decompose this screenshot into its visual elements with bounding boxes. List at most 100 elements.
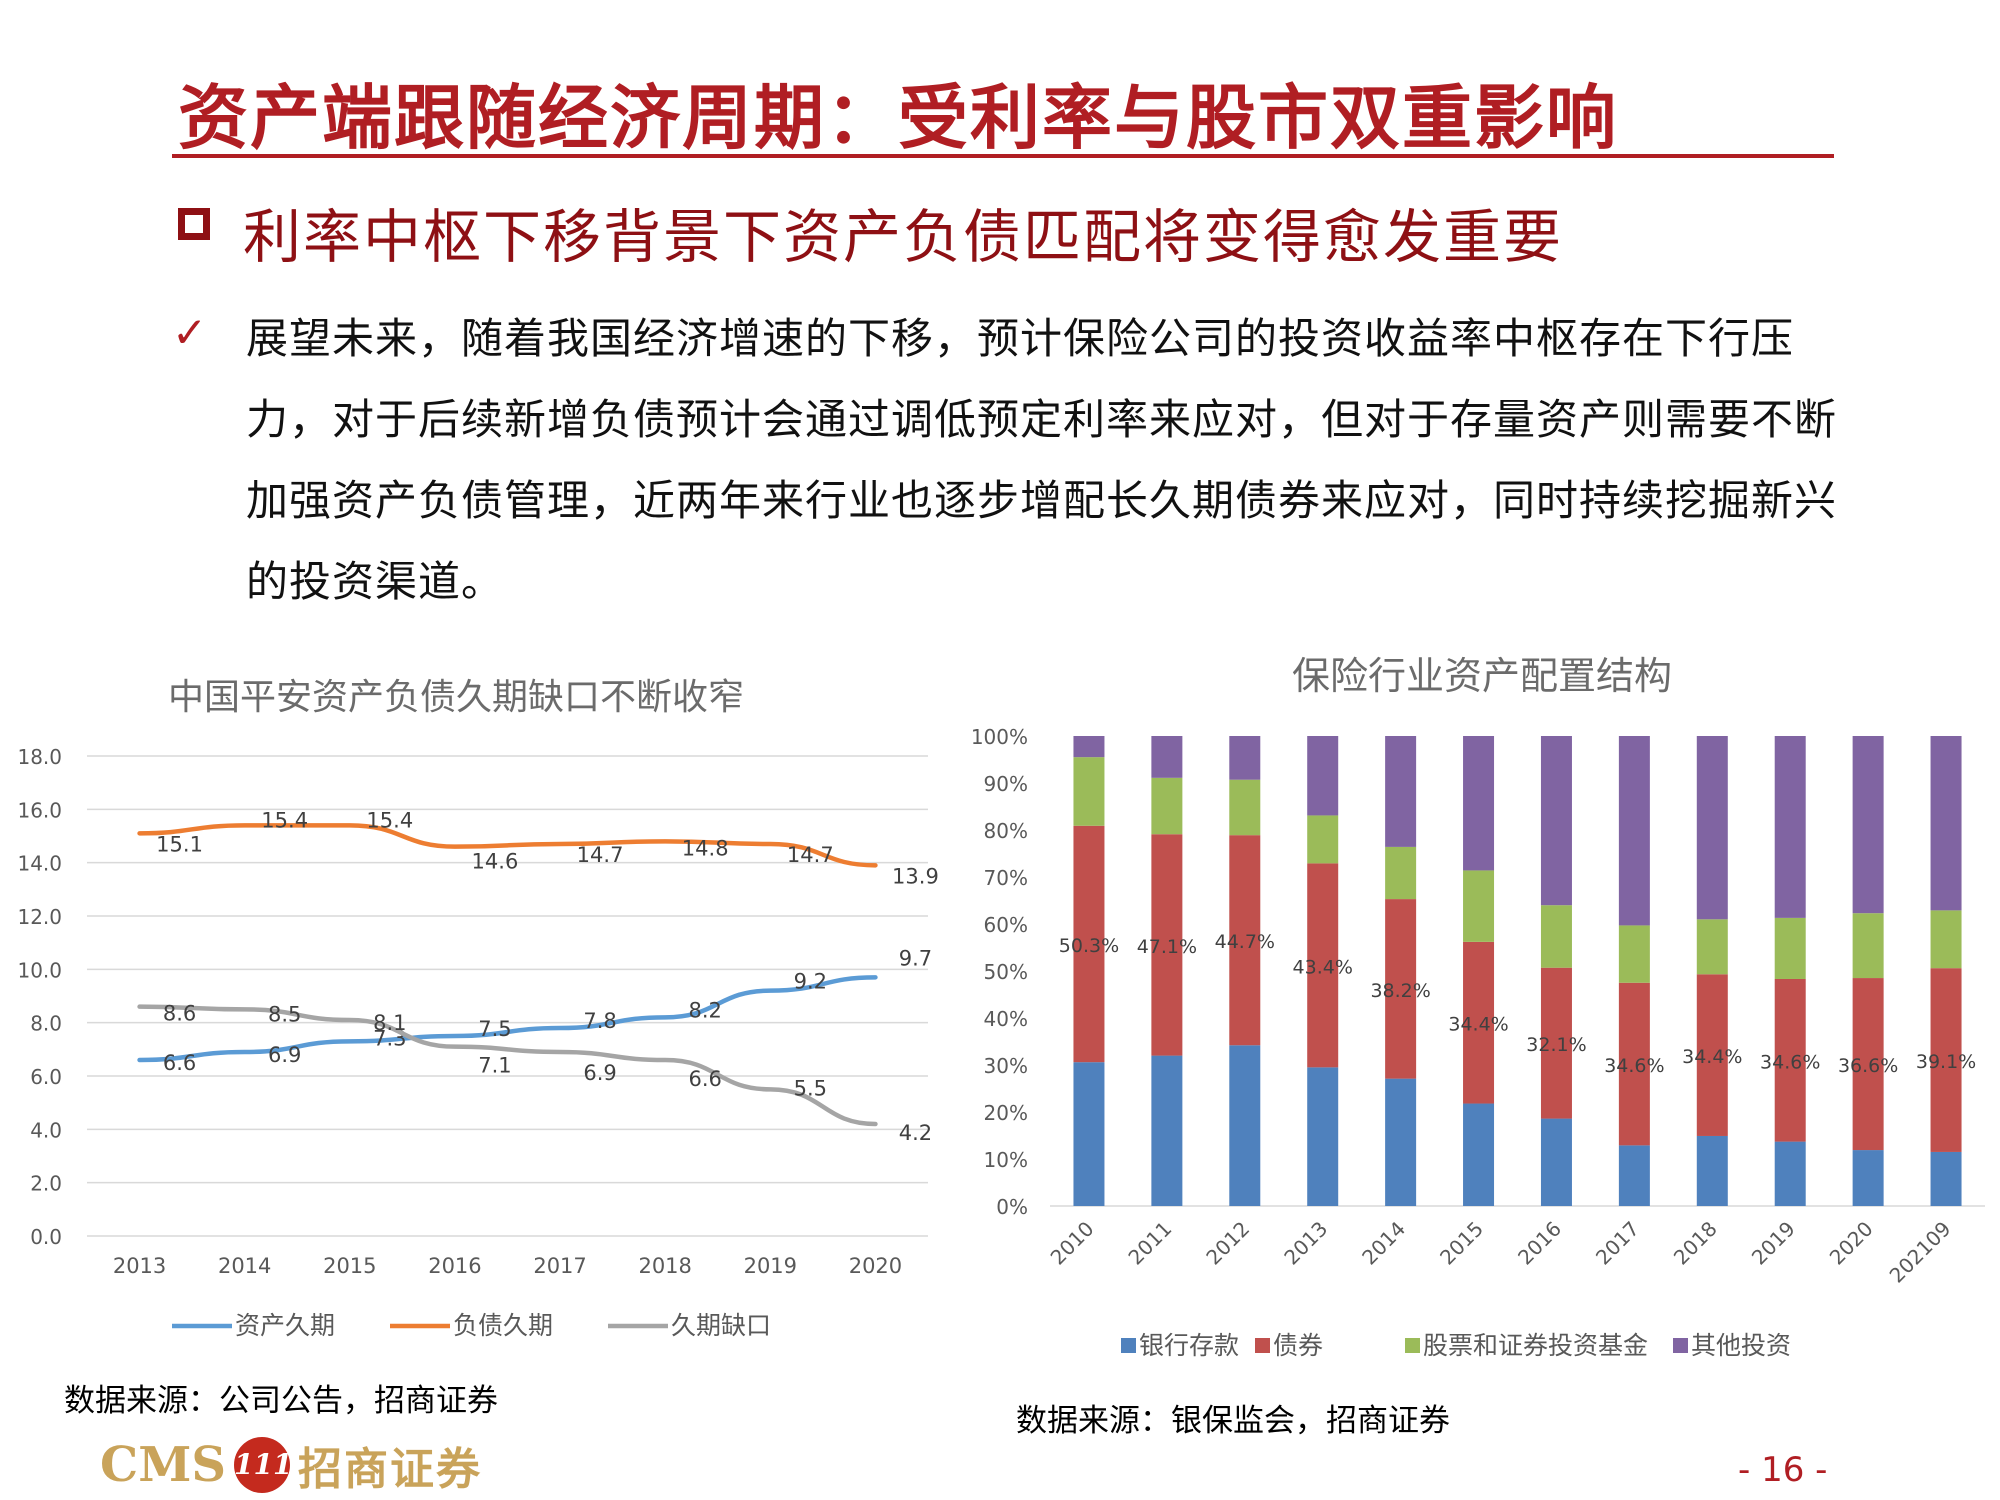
x-tick-label: 2014 (218, 1254, 271, 1278)
legend-item-债券: 债券 (1255, 1331, 1323, 1360)
x-tick-label: 2017 (533, 1254, 586, 1278)
data-label: 50.3% (1059, 935, 1119, 957)
y-tick-label: 14.0 (17, 852, 62, 876)
bar-segment-银行存款 (1540, 1118, 1572, 1206)
bar-segment-债券 (1852, 978, 1884, 1151)
legend-item-股票和证券投资基金: 股票和证券投资基金 (1405, 1331, 1648, 1360)
bar-segment-银行存款 (1852, 1150, 1884, 1206)
body-paragraph: 展望未来，随着我国经济增速的下移，预计保险公司的投资收益率中枢存在下行压力，对于… (246, 314, 1838, 606)
bar-segment-其他投资 (1151, 736, 1183, 778)
series-line-久期缺口 (137, 1004, 878, 1127)
right-data-source: 数据来源：银保监会，招商证券 (1016, 1403, 1450, 1439)
bar-segment-其他投资 (1229, 736, 1261, 780)
bar-segment-其他投资 (1073, 736, 1105, 758)
x-tick-label: 2013 (1279, 1217, 1332, 1270)
bar-segment-银行存款 (1385, 1078, 1417, 1206)
x-tick-label: 2012 (1201, 1217, 1254, 1270)
asset-allocation-stacked-bar-chart: 0% 10% 20% 30% 40% 50% 60% 70% 80% 90% 100% 50.3% 20… (971, 725, 1985, 1360)
bar-segment-债券 (1307, 863, 1339, 1068)
data-label: 6.6 (163, 1051, 196, 1075)
y-tick-label: 18.0 (17, 745, 62, 769)
data-label: 14.8 (682, 836, 729, 860)
x-tick-label: 2020 (1825, 1217, 1878, 1270)
x-tick-label: 2013 (113, 1254, 166, 1278)
x-tick-label: 2010 (1046, 1217, 1099, 1270)
data-label: 8.1 (373, 1011, 406, 1035)
series-line-负债久期 (137, 823, 878, 868)
y-tick-label: 2.0 (30, 1172, 62, 1196)
legend-swatch (1673, 1338, 1688, 1353)
legend-label: 债券 (1273, 1331, 1323, 1360)
bar-segment-股票和证券投资基金 (1618, 925, 1650, 983)
bar-segment-银行存款 (1696, 1135, 1728, 1206)
data-label: 14.6 (472, 850, 519, 874)
legend-swatch (1255, 1338, 1270, 1353)
bar-segment-股票和证券投资基金 (1073, 757, 1105, 826)
bar-segment-银行存款 (1774, 1141, 1806, 1206)
bar-segment-股票和证券投资基金 (1852, 913, 1884, 979)
bar-segment-债券 (1618, 982, 1650, 1146)
logo-mark-icon: 111 (234, 1437, 292, 1493)
y-tick-label: 8.0 (30, 1012, 62, 1036)
data-label: 43.4% (1293, 956, 1353, 978)
legend-swatch (1121, 1338, 1136, 1353)
data-label: 14.7 (577, 843, 624, 867)
x-tick-label: 2017 (1591, 1217, 1644, 1270)
x-tick-label: 2020 (849, 1254, 902, 1278)
checkmark-icon: ✓ (172, 308, 208, 357)
x-tick-label: 2014 (1357, 1217, 1410, 1270)
data-label: 34.4% (1448, 1014, 1508, 1036)
bar-segment-股票和证券投资基金 (1229, 779, 1261, 836)
data-label: 8.2 (688, 998, 721, 1022)
y-tick-label: 0% (996, 1195, 1028, 1219)
hollow-square-icon (178, 208, 210, 240)
x-tick-label: 2019 (1747, 1217, 1800, 1270)
bar-segment-银行存款 (1930, 1151, 1962, 1206)
bar-segment-股票和证券投资基金 (1540, 905, 1572, 968)
data-label: 7.1 (478, 1054, 511, 1078)
bar-segment-债券 (1229, 835, 1261, 1046)
bar-segment-银行存款 (1229, 1045, 1261, 1206)
legend-label: 久期缺口 (671, 1311, 771, 1340)
data-label: 4.2 (899, 1121, 932, 1145)
bar-segment-债券 (1696, 974, 1728, 1136)
page-title: 资产端跟随经济周期：受利率与股市双重影响 (178, 77, 1618, 159)
bar-segment-债券 (1385, 899, 1417, 1079)
bar-segment-其他投资 (1463, 736, 1495, 871)
y-tick-label: 10.0 (17, 958, 62, 982)
data-label: 34.6% (1604, 1055, 1664, 1077)
data-label: 8.5 (268, 1002, 301, 1026)
data-label: 7.8 (583, 1009, 616, 1033)
bar-segment-债券 (1073, 825, 1105, 1063)
y-tick-label: 70% (984, 866, 1028, 890)
bar-segment-债券 (1151, 834, 1183, 1056)
x-tick-label: 2019 (744, 1254, 797, 1278)
duration-line-chart: 0.0 2.0 4.0 6.0 8.0 10.0 12.0 14.0 16.0 18.0 2013 2… (17, 745, 938, 1340)
legend-swatch (1405, 1338, 1420, 1353)
bar-segment-其他投资 (1930, 736, 1962, 911)
x-tick-label: 2016 (1513, 1217, 1566, 1270)
bar-segment-其他投资 (1385, 736, 1417, 847)
logo-chinese-name: 招商证券 (298, 1444, 482, 1495)
data-label: 38.2% (1370, 980, 1430, 1002)
bar-segment-债券 (1774, 978, 1806, 1142)
data-label: 15.1 (156, 832, 203, 856)
y-tick-label: 20% (984, 1101, 1028, 1125)
y-tick-label: 90% (984, 772, 1028, 796)
title-divider (172, 154, 1834, 158)
data-label: 32.1% (1526, 1034, 1586, 1056)
cms-logo: CMS 111 招商证券 (100, 1433, 482, 1495)
y-tick-label: 60% (984, 913, 1028, 937)
y-tick-label: 4.0 (30, 1118, 62, 1142)
legend-item-久期缺口: 久期缺口 (608, 1311, 771, 1340)
y-tick-label: 40% (984, 1007, 1028, 1031)
left-chart-title: 中国平安资产负债久期缺口不断收窄 (168, 677, 745, 718)
bar-segment-债券 (1463, 941, 1495, 1104)
legend-item-其他投资: 其他投资 (1673, 1331, 1791, 1360)
bar-segment-股票和证券投资基金 (1930, 910, 1962, 969)
legend-item-负债久期: 负债久期 (390, 1311, 553, 1340)
data-label: 7.5 (478, 1017, 511, 1041)
bar-segment-银行存款 (1463, 1103, 1495, 1206)
data-label: 44.7% (1215, 931, 1275, 953)
data-label: 8.6 (163, 1002, 196, 1026)
